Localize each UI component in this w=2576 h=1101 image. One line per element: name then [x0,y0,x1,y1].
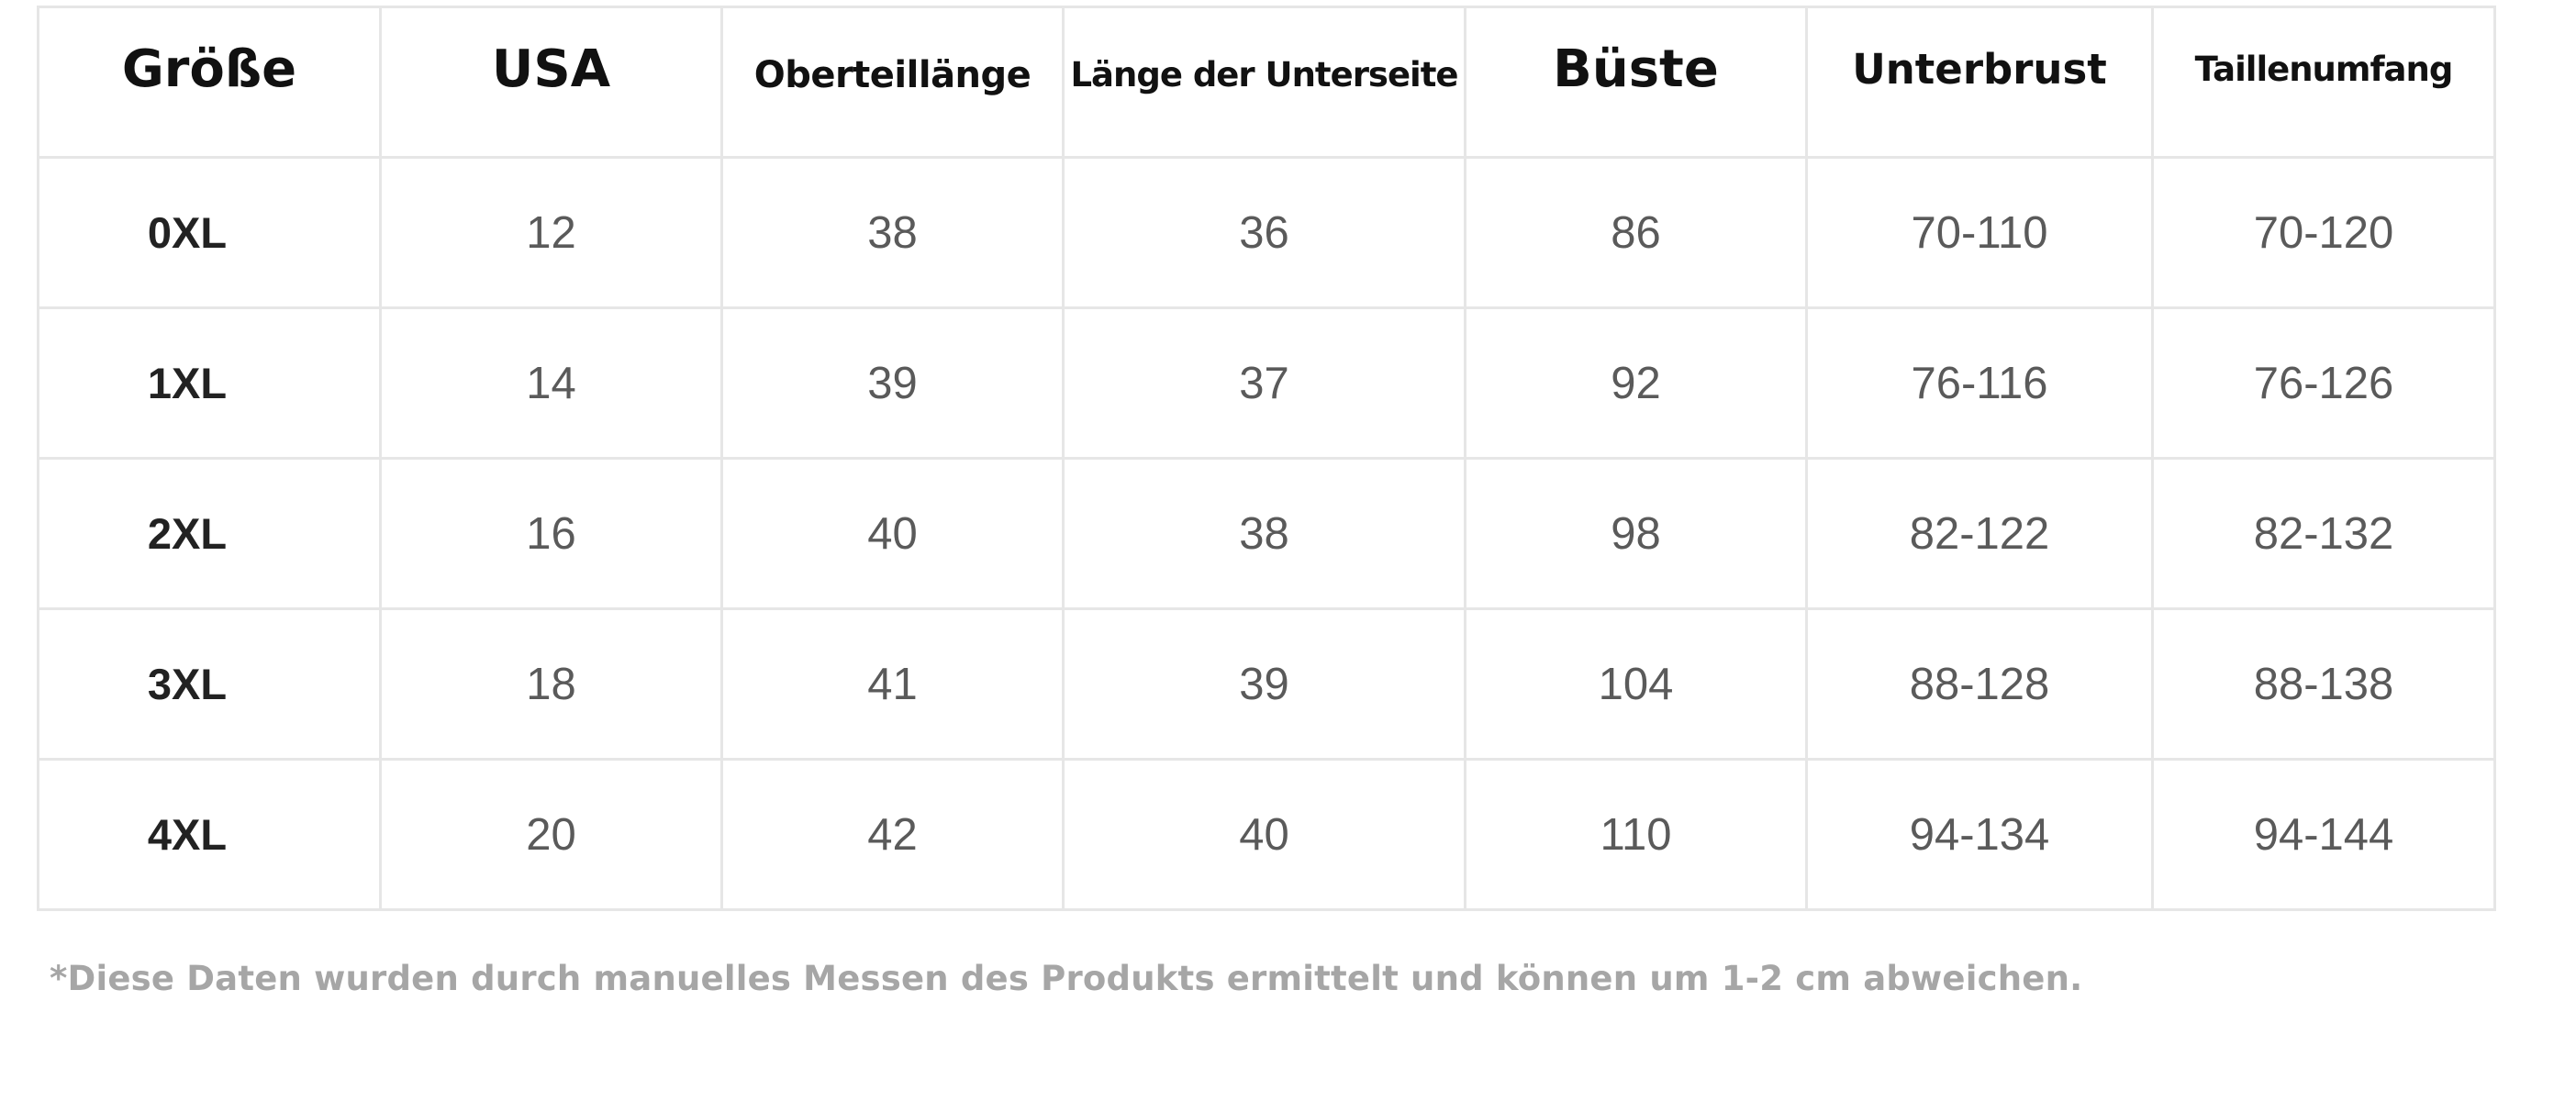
bottom-length-value: 36 [1239,207,1289,258]
underbust-value: 94-134 [1909,809,2050,860]
header-row: Größe USA Oberteillänge Länge der Unters… [37,6,2496,159]
waist-value: 88-138 [2253,659,2394,709]
bust-value: 104 [1598,659,1674,709]
size-chart-table: Größe USA Oberteillänge Länge der Unters… [37,6,2496,911]
table-cell: 38 [720,156,1065,309]
table-cell: 39 [720,306,1065,460]
header-cell-underbust: Unterbrust [1805,6,2154,159]
table-cell: 36 [1062,156,1466,309]
usa-value: 14 [526,358,576,408]
top-length-value: 42 [867,809,918,860]
usa-value: 18 [526,659,576,709]
header-label-size: Größe [121,39,297,99]
header-cell-bottom-length: Länge der Unterseite [1062,6,1466,159]
table-cell: 88-128 [1805,607,2154,761]
table-cell: 94-144 [2151,758,2496,911]
bottom-length-value: 40 [1239,809,1289,860]
underbust-value: 70-110 [1911,207,2048,258]
table-row: 1XL 14 39 37 92 76-116 76-126 [37,306,2496,460]
table-cell: 12 [379,156,723,309]
table-cell: 82-132 [2151,457,2496,610]
bottom-length-value: 37 [1239,358,1289,408]
table-cell: 86 [1464,156,1808,309]
table-cell: 70-110 [1805,156,2154,309]
table-cell: 42 [720,758,1065,911]
top-length-value: 38 [867,207,918,258]
size-label: 3XL [147,660,228,708]
table-cell: 76-116 [1805,306,2154,460]
size-label: 1XL [147,359,228,407]
header-cell-bust: Büste [1464,6,1808,159]
bottom-length-value: 39 [1239,659,1289,709]
table-cell: 104 [1464,607,1808,761]
size-label-cell: 0XL [37,156,382,309]
waist-value: 94-144 [2253,809,2394,860]
table-cell: 94-134 [1805,758,2154,911]
header-cell-usa: USA [379,6,723,159]
table-cell: 82-122 [1805,457,2154,610]
table-cell: 20 [379,758,723,911]
underbust-value: 76-116 [1911,358,2048,408]
size-label: 2XL [147,509,228,558]
size-label: 4XL [147,810,228,859]
header-cell-top-length: Oberteillänge [720,6,1065,159]
usa-value: 20 [526,809,576,860]
bottom-length-value: 38 [1239,508,1289,559]
top-length-value: 39 [867,358,918,408]
header-label-top-length: Oberteillänge [753,53,1032,96]
waist-value: 70-120 [2253,207,2394,258]
table-cell: 14 [379,306,723,460]
size-label-cell: 3XL [37,607,382,761]
waist-value: 82-132 [2253,508,2394,559]
table-cell: 92 [1464,306,1808,460]
table-cell: 39 [1062,607,1466,761]
waist-value: 76-126 [2253,358,2394,408]
bust-value: 86 [1611,207,1661,258]
usa-value: 16 [526,508,576,559]
table-row: 3XL 18 41 39 104 88-128 88-138 [37,607,2496,761]
table-cell: 98 [1464,457,1808,610]
table-cell: 88-138 [2151,607,2496,761]
header-label-usa: USA [491,39,611,99]
bust-value: 92 [1611,358,1661,408]
size-label: 0XL [147,208,228,257]
header-label-waist: Taillenumfang [2194,50,2454,89]
size-label-cell: 2XL [37,457,382,610]
table-cell: 38 [1062,457,1466,610]
header-label-bust: Büste [1553,39,1719,99]
header-cell-size: Größe [37,6,382,159]
bust-value: 98 [1611,508,1661,559]
table-cell: 70-120 [2151,156,2496,309]
header-label-bottom-length: Länge der Unterseite [1070,55,1458,95]
table-cell: 40 [1062,758,1466,911]
table-cell: 40 [720,457,1065,610]
size-label-cell: 1XL [37,306,382,460]
table-cell: 16 [379,457,723,610]
top-length-value: 40 [867,508,918,559]
underbust-value: 88-128 [1909,659,2050,709]
usa-value: 12 [526,207,576,258]
header-cell-waist: Taillenumfang [2151,6,2496,159]
underbust-value: 82-122 [1909,508,2050,559]
table-cell: 76-126 [2151,306,2496,460]
table-cell: 37 [1062,306,1466,460]
table-row: 2XL 16 40 38 98 82-122 82-132 [37,457,2496,610]
bust-value: 110 [1600,809,1672,860]
top-length-value: 41 [867,659,918,709]
table-cell: 18 [379,607,723,761]
table-row: 4XL 20 42 40 110 94-134 94-144 [37,758,2496,911]
table-cell: 110 [1464,758,1808,911]
header-label-underbust: Unterbrust [1852,45,2107,94]
size-label-cell: 4XL [37,758,382,911]
table-cell: 41 [720,607,1065,761]
measurement-disclaimer: *Diese Daten wurden durch manuelles Mess… [50,959,2083,998]
table-row: 0XL 12 38 36 86 70-110 70-120 [37,156,2496,309]
